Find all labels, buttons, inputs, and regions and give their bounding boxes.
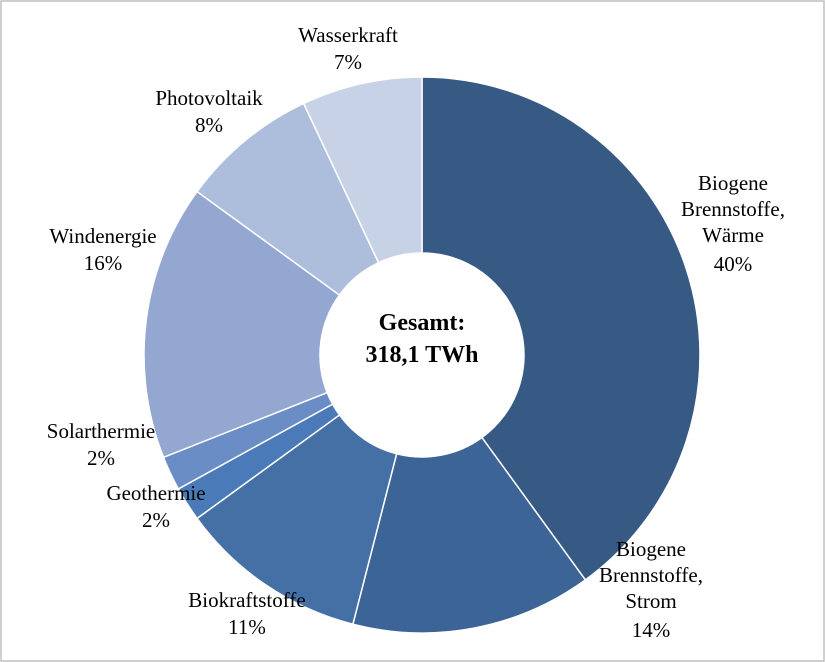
- slice-label: Biokraftstoffe: [188, 588, 305, 612]
- slice-value-label: 14%: [632, 618, 671, 642]
- slice-label: Geothermie: [106, 481, 205, 505]
- center-label: Gesamt:: [379, 310, 466, 336]
- slice-value-label: 16%: [84, 251, 123, 275]
- slice: [196, 413, 398, 626]
- center-label: 318,1 TWh: [366, 342, 479, 368]
- slice-value-label: 40%: [714, 252, 753, 276]
- slice-value-label: 11%: [228, 615, 266, 639]
- slice-label: Wasserkraft: [298, 23, 398, 47]
- slice: [143, 190, 341, 459]
- slice: [421, 76, 701, 581]
- slices: [143, 76, 701, 634]
- slice-value-label: 7%: [334, 50, 362, 74]
- slice-label: Windenergie: [49, 224, 156, 248]
- slice-value-label: 2%: [87, 446, 115, 470]
- slice-label: Solarthermie: [47, 419, 155, 443]
- slice-value-label: 2%: [142, 508, 170, 532]
- slice: [351, 436, 587, 634]
- slice-label: Photovoltaik: [155, 86, 263, 110]
- slice-value-label: 8%: [195, 113, 223, 137]
- slice-label: Biogene Brennstoffe, Strom: [599, 537, 703, 613]
- slice: [302, 76, 423, 264]
- labels: Biogene Brennstoffe, Wärme 40% Biogene Brenns…: [47, 23, 785, 642]
- slice-label: Biogene Brennstoffe, Wärme: [681, 171, 785, 247]
